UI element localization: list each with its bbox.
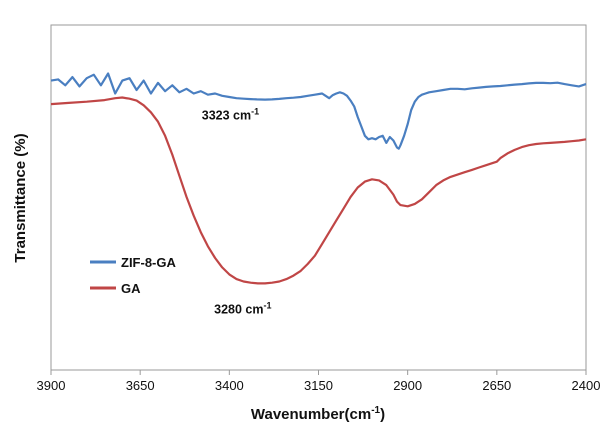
- x-tick-label: 2900: [393, 378, 422, 393]
- peak-annotation: 3280 cm-1: [214, 300, 271, 316]
- series-layer: [50, 72, 587, 285]
- x-tick-label: 2400: [572, 378, 601, 393]
- series-line-ga: [50, 96, 587, 285]
- x-tick-label: 3150: [304, 378, 333, 393]
- legend-label-ga: GA: [121, 281, 141, 296]
- x-axis-title-main: Wavenumber(cm: [251, 406, 371, 423]
- legend-label-zif-8-ga: ZIF-8-GA: [121, 255, 176, 270]
- x-axis-title-close: ): [380, 406, 385, 423]
- x-tick-label: 3650: [126, 378, 155, 393]
- x-tick-label: 2650: [482, 378, 511, 393]
- peak-annotation-text: 3323 cm: [202, 108, 251, 122]
- peak-annotation-text: 3280 cm: [214, 302, 263, 316]
- peak-annotation-sup: -1: [251, 106, 259, 116]
- plot-area: [50, 24, 587, 371]
- x-axis-title-sup: -1: [371, 405, 380, 416]
- series-line-zif-8-ga: [50, 72, 587, 150]
- x-tick-labels: 3900 3650 3400 3150 2900 2650 2400: [37, 378, 601, 393]
- peak-annotation: 3323 cm-1: [202, 106, 259, 122]
- y-axis-title: Transmittance (%): [12, 133, 29, 262]
- peak-annotation-sup: -1: [263, 300, 271, 310]
- x-tick-marks: [50, 370, 587, 375]
- x-tick-label: 3400: [215, 378, 244, 393]
- x-tick-label: 3900: [37, 378, 66, 393]
- x-axis-title: Wavenumber(cm-1): [251, 405, 385, 423]
- legend: ZIF-8-GA GA: [90, 255, 176, 296]
